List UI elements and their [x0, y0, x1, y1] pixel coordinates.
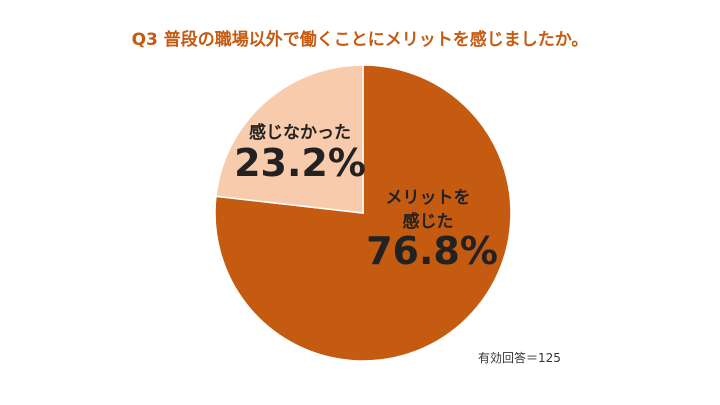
pie-slice-no-benefit [215, 64, 364, 214]
slice-value-benefit: 76.8% [366, 229, 498, 273]
slice-value-no-benefit: 23.2% [234, 141, 366, 185]
response-count-note: 有効回答＝125 [478, 351, 561, 365]
slice-label-benefit: メリットを [386, 188, 471, 208]
slice-label-no-benefit: 感じなかった [249, 122, 351, 143]
chart-title: Q3 普段の職場以外で働くことにメリットを感じましたか。 [131, 30, 589, 50]
slice-label-benefit: 感じた [403, 211, 454, 232]
